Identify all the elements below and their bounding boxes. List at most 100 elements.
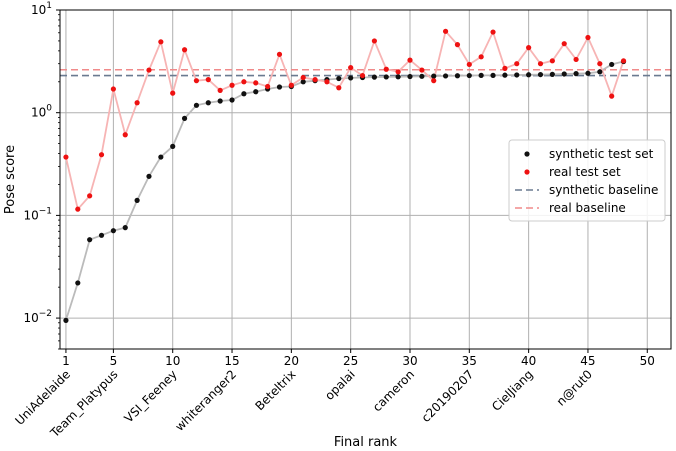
data-point (419, 73, 425, 79)
data-point (383, 74, 389, 80)
data-point (597, 61, 603, 67)
data-point (585, 70, 591, 76)
data-point (573, 56, 579, 63)
data-point (170, 90, 176, 96)
data-point (300, 74, 306, 81)
data-point (371, 38, 377, 44)
data-point (324, 79, 330, 85)
data-point (122, 132, 128, 138)
data-point (158, 39, 164, 45)
data-point (75, 206, 81, 212)
data-point (442, 73, 449, 79)
data-point (561, 71, 567, 77)
y-tick-label: 101 (31, 1, 52, 17)
x-tick-label: 40 (521, 354, 536, 368)
data-point (276, 84, 283, 90)
data-point (383, 66, 389, 72)
data-point (371, 74, 377, 80)
data-point (419, 67, 425, 73)
data-point (549, 58, 555, 64)
data-point (241, 79, 247, 85)
data-point (229, 82, 235, 88)
y-tick-label: 10−1 (23, 206, 52, 222)
team-label: CielJiang (489, 367, 536, 414)
data-point (348, 64, 354, 71)
data-point (87, 237, 93, 243)
data-point (75, 280, 81, 286)
data-point (609, 61, 615, 68)
legend: synthetic test set real test set synthetic… (508, 139, 666, 222)
data-point (395, 74, 401, 80)
data-point (181, 47, 188, 53)
data-point (205, 77, 211, 83)
y-axis-label: Pose score (3, 145, 18, 214)
x-axis-ticks: 1 5 10 15 20 25 30 35 40 45 50 (62, 349, 655, 368)
x-tick-label: 15 (224, 354, 239, 368)
data-points (63, 28, 627, 323)
data-point (181, 115, 188, 121)
data-point (122, 225, 128, 231)
data-point (87, 193, 93, 199)
team-label: VSI_Feeney (122, 367, 180, 425)
data-point (336, 85, 342, 91)
plot-frame (59, 9, 672, 350)
x-tick-label: 50 (640, 354, 655, 368)
data-point (431, 73, 437, 79)
data-point (288, 82, 294, 88)
x-tick-label: 5 (110, 354, 118, 368)
legend-label: real baseline (549, 201, 626, 215)
data-point (526, 45, 532, 51)
data-point (276, 51, 283, 57)
x-tick-label: 35 (462, 354, 477, 368)
data-point (620, 58, 627, 64)
data-point (110, 228, 116, 234)
data-point (395, 69, 401, 75)
data-point (241, 91, 247, 97)
x-tick-label: 20 (284, 354, 299, 368)
data-point (134, 100, 140, 106)
data-point (229, 97, 235, 103)
data-point (466, 72, 472, 79)
legend-marker (524, 169, 530, 175)
x-tick-label: 1 (62, 354, 70, 368)
data-point (585, 34, 591, 41)
data-point (478, 72, 484, 78)
data-point (597, 69, 603, 75)
data-point (537, 71, 544, 78)
x-tick-label: 45 (580, 354, 595, 368)
data-point (170, 143, 176, 149)
legend-box (508, 139, 666, 222)
data-point (514, 61, 520, 67)
data-point (466, 61, 472, 68)
data-point (146, 173, 152, 179)
data-point (442, 28, 449, 34)
data-point (63, 317, 69, 323)
data-point (253, 80, 259, 86)
legend-marker (524, 151, 530, 157)
y-tick-label: 10−2 (23, 309, 52, 325)
data-point (98, 152, 105, 158)
team-label: opalai (322, 367, 358, 403)
data-point (407, 73, 413, 80)
series-line (65, 29, 625, 212)
data-point (348, 75, 354, 81)
data-point (158, 154, 164, 160)
data-point (217, 87, 223, 93)
data-point (549, 71, 555, 77)
data-point (134, 197, 140, 203)
x-tick-label: 30 (402, 354, 417, 368)
legend-label: synthetic baseline (549, 183, 658, 197)
data-point (609, 93, 615, 99)
team-label: whiteranger2 (172, 367, 239, 434)
baseline-lines (60, 68, 671, 77)
data-point (407, 57, 413, 63)
data-point (431, 78, 437, 84)
data-point (537, 61, 544, 67)
data-point (490, 29, 496, 35)
data-point (253, 89, 259, 95)
data-point (359, 72, 366, 79)
legend-label: real test set (549, 165, 621, 179)
data-point (336, 75, 342, 82)
data-point (205, 100, 211, 106)
